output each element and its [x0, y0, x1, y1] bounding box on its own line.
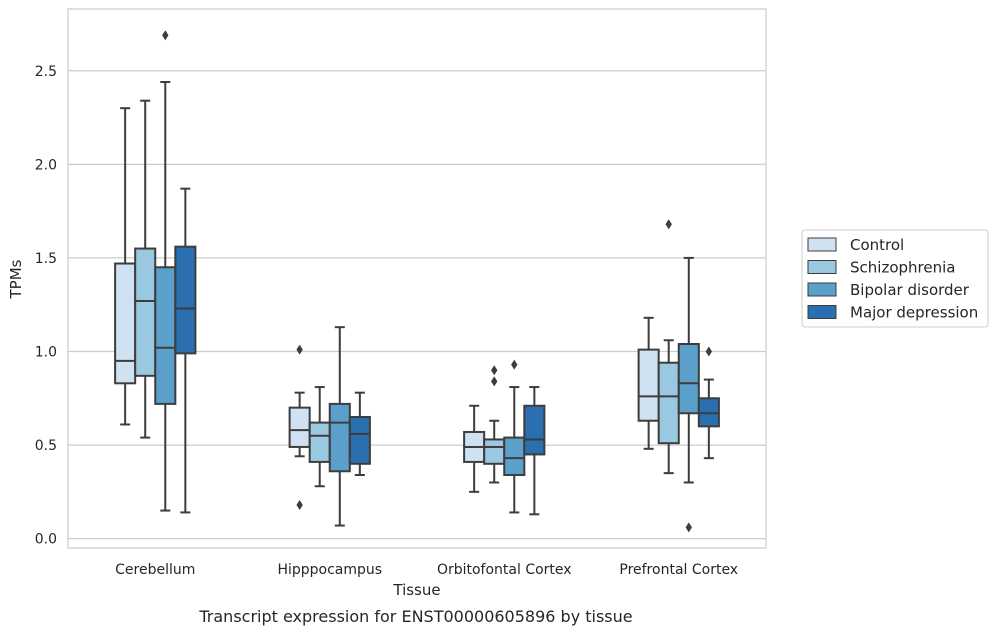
box	[523, 404, 546, 456]
box	[174, 245, 197, 355]
box-group	[657, 219, 680, 475]
y-tick-label: 0.5	[35, 438, 57, 454]
outlier-point	[685, 522, 692, 533]
box-group	[697, 346, 720, 460]
outlier-point	[705, 346, 713, 357]
boxes	[114, 30, 720, 533]
legend-label: Schizophrenia	[850, 259, 955, 277]
x-tick-label: Prefrontal Cortex	[619, 562, 738, 578]
y-tick-label: 1.5	[35, 251, 57, 267]
box-group	[463, 404, 486, 493]
box-group	[637, 316, 660, 450]
outlier-point	[511, 359, 518, 370]
y-tick-label: 0.0	[35, 532, 57, 548]
legend-swatch	[807, 282, 837, 297]
box	[348, 415, 371, 465]
box-group	[348, 391, 371, 477]
box-group	[134, 99, 157, 439]
chart-caption: Transcript expression for ENST0000060589…	[198, 607, 632, 626]
outlier-point	[491, 376, 498, 387]
legend-label: Bipolar disorder	[850, 281, 970, 299]
x-tick-labels: Cerebellum Hipppocampus Orbitofontal Corte…	[115, 562, 738, 578]
legend-label: Control	[850, 236, 904, 254]
box	[503, 436, 526, 477]
y-tick-label: 2.5	[35, 64, 57, 80]
box-group	[154, 30, 177, 512]
outlier-point	[296, 499, 303, 510]
box	[637, 348, 660, 422]
legend-swatch	[807, 237, 837, 252]
box-group	[174, 187, 197, 514]
outlier-point	[296, 344, 303, 355]
box	[308, 421, 331, 463]
legend-frame	[801, 229, 989, 328]
outlier-point	[162, 30, 169, 41]
box-group	[308, 386, 331, 488]
box-group	[288, 344, 311, 510]
y-axis-label: TPMs	[7, 259, 25, 299]
x-tick-label: Hipppocampus	[277, 562, 382, 578]
y-tick-label: 1.0	[35, 344, 57, 360]
x-axis-label: Tissue	[392, 581, 440, 599]
box	[114, 262, 137, 385]
x-tick-label: Orbitofontal Cortex	[437, 562, 572, 578]
box-group	[523, 386, 546, 516]
legend-swatch	[807, 260, 837, 274]
legend-label: Major depression	[850, 304, 978, 322]
box	[288, 406, 311, 448]
y-tick-label: 2.0	[35, 157, 57, 173]
box-group	[483, 365, 506, 484]
box-group	[114, 107, 137, 426]
box	[328, 402, 351, 473]
box	[483, 438, 506, 465]
box-group	[677, 256, 700, 533]
outlier-point	[491, 365, 498, 376]
x-tick-label: Cerebellum	[115, 562, 195, 578]
legend-swatch	[807, 305, 837, 319]
box-group	[503, 359, 526, 514]
y-tick-labels: 0.0 0.5 1.0 1.5 2.0 2.5	[35, 64, 57, 548]
box	[657, 361, 680, 445]
box	[677, 343, 700, 415]
plot-frame	[67, 8, 767, 549]
box	[154, 266, 177, 405]
legend: Control Schizophrenia Bipolar disorder Majo…	[801, 229, 989, 328]
box	[134, 247, 157, 377]
outlier-point	[665, 219, 672, 230]
box-group	[328, 326, 351, 527]
